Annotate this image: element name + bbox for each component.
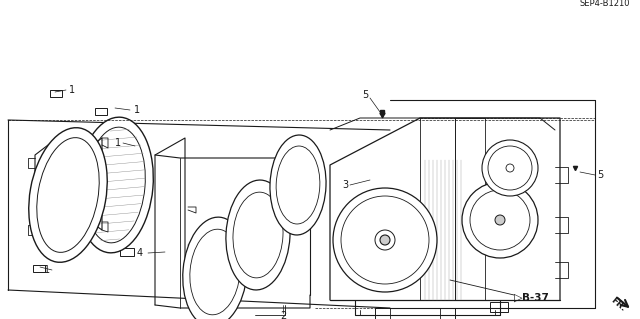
Text: 1: 1 <box>134 105 140 115</box>
Text: 5: 5 <box>597 170 603 180</box>
Ellipse shape <box>380 235 390 245</box>
Ellipse shape <box>183 217 247 319</box>
Text: 2: 2 <box>280 311 286 319</box>
Ellipse shape <box>270 135 326 235</box>
Text: 1: 1 <box>44 265 50 275</box>
Ellipse shape <box>482 140 538 196</box>
Text: SEP4-B1210: SEP4-B1210 <box>579 0 630 8</box>
Ellipse shape <box>29 128 108 262</box>
Bar <box>390 308 440 319</box>
Bar <box>490 302 508 312</box>
Text: 1: 1 <box>69 85 75 95</box>
Bar <box>33 265 45 272</box>
Ellipse shape <box>77 117 154 253</box>
Text: B-37: B-37 <box>522 293 548 303</box>
Ellipse shape <box>495 215 505 225</box>
Text: 5: 5 <box>362 90 368 100</box>
Text: 4: 4 <box>137 248 143 258</box>
Ellipse shape <box>226 180 290 290</box>
Ellipse shape <box>506 164 514 172</box>
Ellipse shape <box>462 182 538 258</box>
Ellipse shape <box>375 230 395 250</box>
Text: 3: 3 <box>342 180 348 190</box>
Bar <box>375 308 455 319</box>
Text: FR.: FR. <box>609 295 627 313</box>
Bar <box>95 108 107 115</box>
Bar <box>120 248 134 256</box>
Text: ▷: ▷ <box>514 293 522 303</box>
Text: 1: 1 <box>115 138 121 148</box>
Bar <box>50 90 62 97</box>
Ellipse shape <box>333 188 437 292</box>
